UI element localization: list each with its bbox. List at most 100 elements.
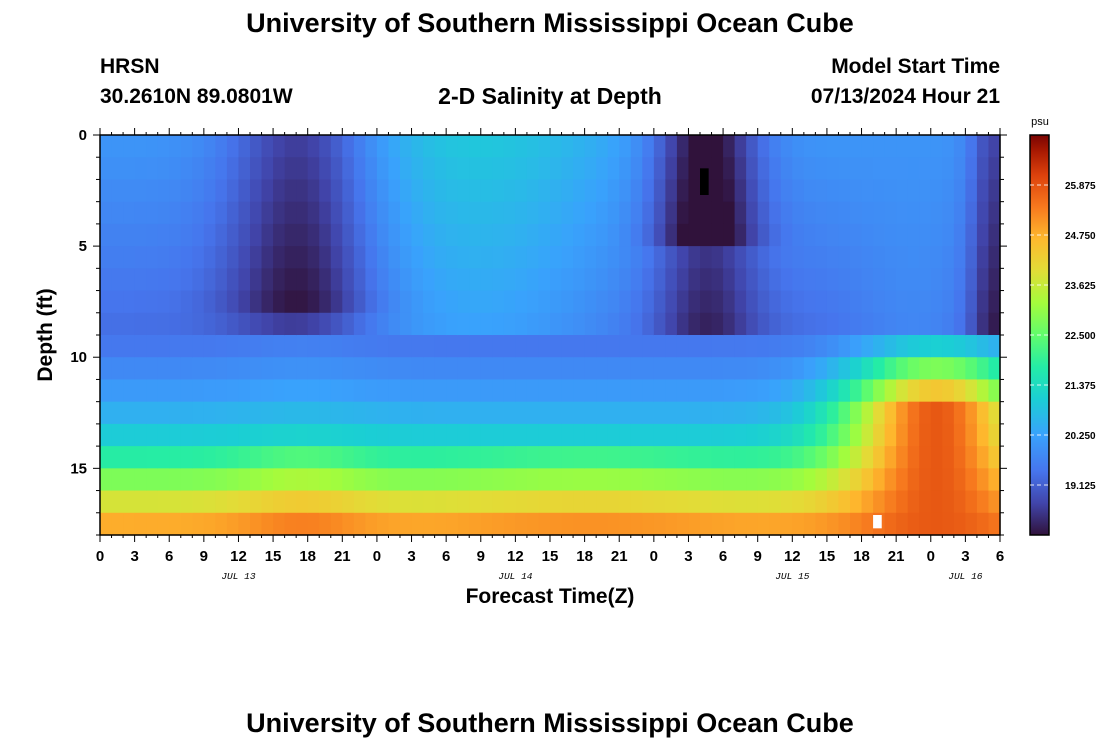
heatmap-cell [965,401,978,425]
heatmap-cell [100,157,113,181]
heatmap-cell [907,468,920,492]
heatmap-cell [411,468,424,492]
heatmap-cell [157,379,170,403]
heatmap-cell [250,468,263,492]
heatmap-cell [411,490,424,514]
heatmap-cell [596,468,609,492]
heatmap-cell [734,357,747,381]
heatmap-cell [284,290,297,314]
heatmap-cell [896,157,909,181]
heatmap-cell [907,490,920,514]
heatmap-cell [134,490,147,514]
heatmap-cell [319,357,332,381]
heatmap-cell [469,357,482,381]
heatmap-cell [584,423,597,447]
heatmap-cell [434,268,447,292]
heatmap-cell [353,179,366,203]
heatmap-cell [907,446,920,469]
heatmap-cell [896,223,909,247]
heatmap-cell [307,379,320,403]
heatmap-cell [365,179,378,203]
heatmap-cell [919,157,932,181]
heatmap-cell [180,290,193,314]
heatmap-cell [965,512,978,536]
heatmap-cell [538,201,551,225]
heatmap-cell [607,135,620,158]
heatmap-cell [584,490,597,514]
heatmap-cell [676,423,690,447]
heatmap-cell [550,379,563,403]
heatmap-cell [734,446,747,469]
heatmap-cell [584,157,597,181]
heatmap-cell [976,179,990,203]
heatmap-cell [780,423,793,447]
heatmap-cell [873,401,886,425]
heatmap-cell [538,490,551,514]
heatmap-cell [446,223,459,247]
heatmap-cell [930,379,943,403]
heatmap-cell [480,246,493,269]
heatmap-cell [261,135,274,158]
heatmap-cell [665,379,678,403]
heatmap-cell [538,268,551,292]
heatmap-cell [319,379,332,403]
heatmap-cell [100,468,113,492]
heatmap-cell [896,135,909,158]
heatmap-cell [711,401,724,425]
heatmap-cell [157,290,170,314]
heatmap-cell [826,446,840,469]
heatmap-cell [561,335,574,358]
heatmap-cell [642,512,655,536]
heatmap-cell [688,246,701,269]
heatmap-cell [769,379,782,403]
heatmap-cell [423,357,436,381]
heatmap-cell [700,490,713,514]
heatmap-cell [780,335,793,358]
heatmap-cell [792,201,805,225]
heatmap-cell [907,379,920,403]
heatmap-cell [307,468,320,492]
heatmap-cell [238,135,251,158]
heatmap-cell [642,423,655,447]
heatmap-cell [815,446,828,469]
heatmap-cell [157,446,170,469]
heatmap-cells [100,135,1001,536]
heatmap-cell [815,157,828,181]
heatmap-cell [550,335,563,358]
heatmap-cell [826,179,840,203]
heatmap-cell [296,201,309,225]
heatmap-cell [192,379,205,403]
heatmap-cell [688,335,701,358]
heatmap-cell [711,246,724,269]
heatmap-cell [619,312,632,336]
heatmap-cell [734,290,747,314]
heatmap-cell [873,246,886,269]
heatmap-cell [169,312,182,336]
heatmap-cell [284,223,297,247]
heatmap-cell [215,135,228,158]
heatmap-cell [261,379,274,403]
heatmap-cell [746,401,759,425]
heatmap-cell [665,335,678,358]
heatmap-cell [192,268,205,292]
heatmap-cell [746,246,759,269]
heatmap-cell [746,268,759,292]
heatmap-cell [550,490,563,514]
heatmap-cell [653,157,666,181]
heatmap-cell [100,201,113,225]
heatmap-cell [238,157,251,181]
heatmap-cell [492,512,505,536]
heatmap-cell [400,223,413,247]
heatmap-cell [203,335,216,358]
heatmap-cell [123,335,136,358]
heatmap-cell [884,490,897,514]
heatmap-cell [434,379,447,403]
heatmap-cell [215,379,228,403]
heatmap-cell [815,357,828,381]
heatmap-cell [619,357,632,381]
heatmap-cell [700,290,713,314]
heatmap-cell [330,335,343,358]
heatmap-cell [596,357,609,381]
heatmap-cell [434,401,447,425]
heatmap-cell [596,268,609,292]
